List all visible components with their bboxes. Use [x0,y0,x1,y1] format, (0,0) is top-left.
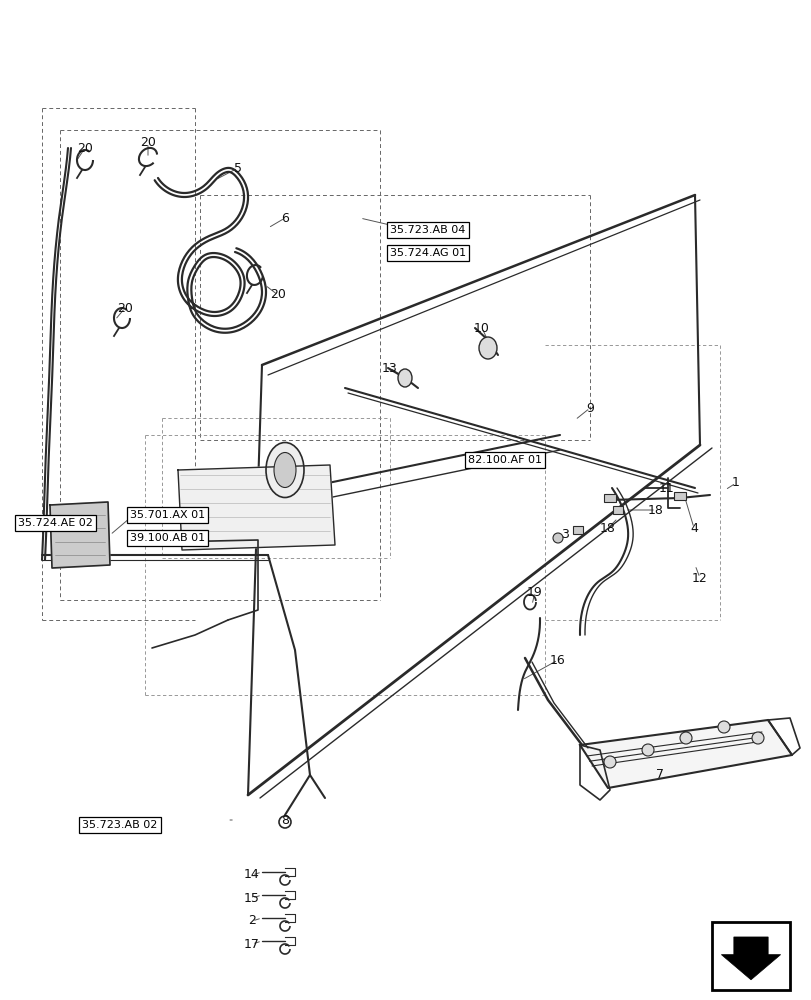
Bar [711,922,789,990]
Ellipse shape [397,369,411,387]
Text: 13: 13 [382,361,397,374]
Polygon shape [579,720,791,788]
Text: 2: 2 [247,914,255,928]
Text: 82.100.AF 01: 82.100.AF 01 [467,455,541,465]
Bar [603,494,616,502]
Text: 18: 18 [599,522,616,534]
Text: 7: 7 [655,768,663,782]
Text: 16: 16 [549,654,565,666]
Ellipse shape [273,452,296,488]
Circle shape [717,721,729,733]
Text: 1: 1 [732,477,739,489]
Text: 14: 14 [244,868,260,882]
Text: 35.724.AE 02: 35.724.AE 02 [18,518,92,528]
Text: 15: 15 [244,892,260,904]
Text: 35.723.AB 04: 35.723.AB 04 [389,225,465,235]
Bar [612,506,622,514]
Polygon shape [720,937,779,980]
Circle shape [642,744,653,756]
Text: 4: 4 [689,522,697,534]
Text: 20: 20 [270,288,285,302]
Circle shape [679,732,691,744]
Ellipse shape [266,442,303,497]
Text: 35.723.AB 02: 35.723.AB 02 [82,820,157,830]
Text: 10: 10 [474,322,489,334]
Text: 3: 3 [560,528,569,542]
Text: 19: 19 [526,585,543,598]
Text: 39.100.AB 01: 39.100.AB 01 [130,533,205,543]
Text: 35.724.AG 01: 35.724.AG 01 [389,248,466,258]
Text: 6: 6 [281,212,289,225]
Circle shape [603,756,616,768]
Text: 20: 20 [77,141,92,154]
Ellipse shape [478,337,496,359]
Circle shape [751,732,763,744]
Text: 18: 18 [647,504,663,516]
Bar [573,526,582,534]
Text: 12: 12 [691,572,707,584]
Text: 8: 8 [281,814,289,826]
Text: 20: 20 [139,136,156,149]
Text: 9: 9 [586,401,593,414]
Bar [673,492,685,500]
Text: 35.701.AX 01: 35.701.AX 01 [130,510,205,520]
Text: 5: 5 [234,161,242,174]
Circle shape [279,816,290,828]
Circle shape [552,533,562,543]
Text: 11: 11 [659,482,674,494]
Polygon shape [178,465,335,550]
Text: 20: 20 [117,302,133,314]
Polygon shape [50,502,109,568]
Text: 17: 17 [244,938,260,950]
